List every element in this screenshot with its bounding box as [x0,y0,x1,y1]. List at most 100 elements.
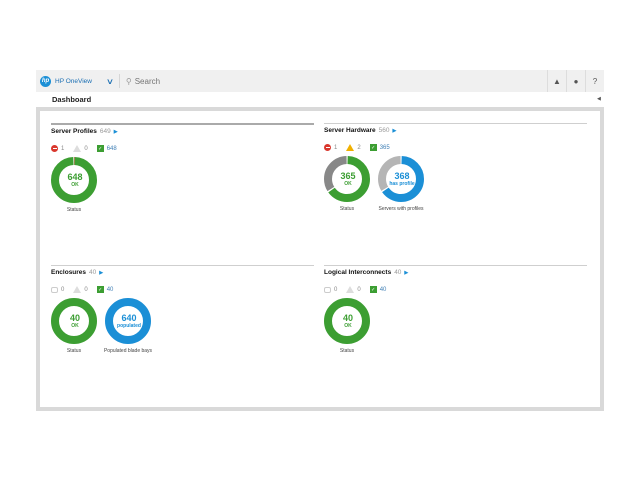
status-count: 0 [84,145,88,152]
status-ok[interactable]: ✓ 40 [369,286,387,293]
donut-value: 368 [394,171,410,181]
status-warning[interactable]: 2 [346,144,361,151]
donut-chart[interactable]: 40 OK Status [324,297,370,354]
donut-segment [105,298,151,344]
donut-label: Status [339,348,355,354]
status-count: 365 [379,144,390,151]
donut-sublabel: OK [344,181,352,187]
donut-chart[interactable]: 640 populated Populated blade bays [103,297,153,354]
panel-count[interactable]: 40 [394,269,402,276]
panel-title[interactable]: Server Profiles [51,128,97,135]
donut-sublabel: OK [71,323,79,329]
donut-segment [324,156,370,202]
ok-check-icon: ✓ [369,286,377,293]
search-input[interactable] [134,76,335,86]
donut-label: Status [339,206,355,212]
donut-label: Status [66,348,82,354]
search-icon: ⚲ [125,76,132,86]
search-box[interactable]: ⚲ [125,76,335,86]
status-count: 1 [61,145,65,152]
ok-check-icon: ✓ [369,144,377,151]
status-count: 0 [334,286,338,293]
arrow-right-icon[interactable]: ▶ [113,128,118,135]
warning-icon [73,286,82,293]
donut-segment [51,157,97,203]
panel-server-profiles: Server Profiles 649 ▶ 1 0 ✓ 648 648 OK Status [51,123,314,213]
panel-rule [51,265,314,266]
donut-sublabel: has profile [389,181,415,187]
panel-title[interactable]: Enclosures [51,269,87,276]
status-warning-off[interactable]: 0 [346,286,361,293]
app-name[interactable]: HP OneView [55,77,92,85]
critical-icon [324,144,331,151]
disabled-icon [51,286,58,293]
warning-icon [73,145,82,152]
status-count: 0 [357,286,361,293]
donut-chart[interactable]: 648 OK Status [51,156,97,213]
warning-icon [346,286,355,293]
panel-rule [51,123,314,125]
status-critical[interactable]: 1 [51,145,64,152]
page-title: Dashboard [52,95,92,104]
panel-title[interactable]: Server Hardware [324,127,376,134]
critical-icon [51,145,58,152]
status-critical[interactable]: 1 [324,144,337,151]
donut-value: 365 [340,171,356,181]
status-count: 2 [357,144,361,151]
donut-label: Populated blade bays [103,348,153,354]
status-ok[interactable]: ✓ 40 [96,286,114,293]
panel-rule [324,123,587,124]
status-count: 0 [84,286,88,293]
donut-value: 40 [69,313,80,323]
panel-title[interactable]: Logical Interconnects [324,269,392,276]
status-warning-off[interactable]: 0 [73,145,88,152]
donut-chart[interactable]: 368 has profile Servers with profiles [378,155,424,212]
donut-value: 648 [67,172,83,182]
arrow-right-icon[interactable]: ▶ [392,127,397,134]
dashboard-frame [36,107,604,411]
arrow-right-icon[interactable]: ▶ [404,269,409,276]
donut-segment [324,156,370,202]
status-warning-off[interactable]: 0 [73,286,88,293]
donut-sublabel: populated [117,323,141,329]
warning-icon [346,144,355,151]
status-count: 0 [61,286,65,293]
status-ok[interactable]: ✓ 365 [369,144,390,151]
donut-chart[interactable]: 40 OK Status [51,297,97,354]
panel-count[interactable]: 649 [99,128,111,135]
hp-logo: hp [40,75,51,87]
status-count: 40 [106,286,114,293]
panel-count[interactable]: 40 [89,269,97,276]
panel-server-hardware: Server Hardware 560 ▶ 1 2 ✓ 365 365 OK Status … [324,123,587,212]
arrow-right-icon[interactable]: ▶ [99,269,104,276]
top-bar: hp HP OneView ∨ ⚲ ▲ ● ? [36,70,604,92]
status-count: 648 [106,145,117,152]
status-disabled[interactable]: 0 [324,286,338,293]
donut-segment [378,156,424,202]
donut-value: 640 [121,313,137,323]
bell-icon[interactable]: ▲ [547,70,566,92]
status-count: 1 [334,144,338,151]
donut-segment [51,157,97,203]
help-icon[interactable]: ? [585,70,604,92]
panel-logical-interconnects: Logical Interconnects 40 ▶ 0 0 ✓ 40 40 OK Stat… [324,265,587,354]
panel-count[interactable]: 560 [378,127,390,134]
collapse-arrow-icon[interactable]: ◀ [597,96,601,102]
divider [118,74,120,88]
disabled-icon [324,286,331,293]
donut-chart[interactable]: 365 OK Status [324,155,370,212]
donut-label: Status [66,207,82,213]
donut-sublabel: OK [344,323,352,329]
donut-value: 40 [342,313,353,323]
status-disabled[interactable]: 0 [51,286,65,293]
donut-segment [324,298,370,344]
panel-enclosures: Enclosures 40 ▶ 0 0 ✓ 40 40 OK Status 640 popul… [51,265,314,354]
donut-label: Servers with profiles [378,206,424,212]
donut-segment [378,156,424,202]
user-icon[interactable]: ● [566,70,585,92]
status-count: 40 [379,286,387,293]
panel-rule [324,265,587,266]
chevron-down-icon[interactable]: ∨ [105,76,115,86]
status-ok[interactable]: ✓ 648 [96,145,117,152]
donut-segment [51,298,97,344]
